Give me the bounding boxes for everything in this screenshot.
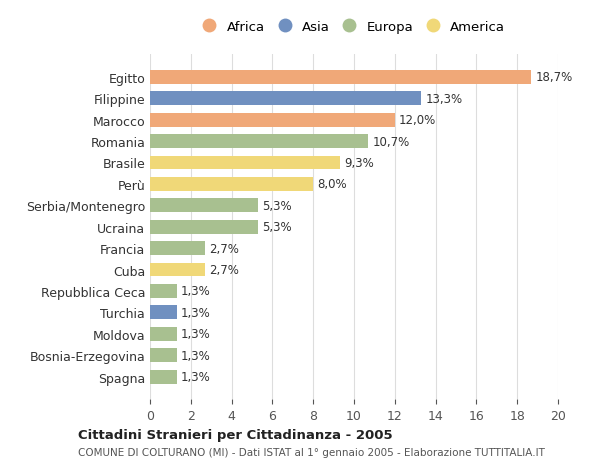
Text: COMUNE DI COLTURANO (MI) - Dati ISTAT al 1° gennaio 2005 - Elaborazione TUTTITAL: COMUNE DI COLTURANO (MI) - Dati ISTAT al… bbox=[78, 448, 545, 457]
Bar bbox=[150, 306, 176, 319]
Text: 2,7%: 2,7% bbox=[209, 242, 239, 255]
Text: 2,7%: 2,7% bbox=[209, 263, 239, 276]
Text: 10,7%: 10,7% bbox=[373, 135, 410, 148]
Text: 1,3%: 1,3% bbox=[181, 306, 211, 319]
Bar bbox=[150, 71, 532, 84]
Text: 8,0%: 8,0% bbox=[317, 178, 347, 191]
Text: 1,3%: 1,3% bbox=[181, 285, 211, 298]
Text: 18,7%: 18,7% bbox=[536, 71, 573, 84]
Text: Cittadini Stranieri per Cittadinanza - 2005: Cittadini Stranieri per Cittadinanza - 2… bbox=[78, 428, 392, 442]
Bar bbox=[150, 348, 176, 362]
Bar bbox=[150, 327, 176, 341]
Legend: Africa, Asia, Europa, America: Africa, Asia, Europa, America bbox=[199, 17, 509, 38]
Bar bbox=[150, 284, 176, 298]
Text: 1,3%: 1,3% bbox=[181, 370, 211, 383]
Bar bbox=[150, 92, 421, 106]
Bar bbox=[150, 199, 258, 213]
Text: 1,3%: 1,3% bbox=[181, 349, 211, 362]
Bar bbox=[150, 178, 313, 191]
Bar bbox=[150, 156, 340, 170]
Text: 13,3%: 13,3% bbox=[425, 93, 463, 106]
Bar bbox=[150, 135, 368, 149]
Bar bbox=[150, 241, 205, 256]
Text: 12,0%: 12,0% bbox=[399, 114, 436, 127]
Text: 5,3%: 5,3% bbox=[262, 221, 292, 234]
Bar bbox=[150, 220, 258, 234]
Bar bbox=[150, 263, 205, 277]
Bar bbox=[150, 113, 395, 127]
Text: 1,3%: 1,3% bbox=[181, 328, 211, 341]
Bar bbox=[150, 370, 176, 384]
Text: 9,3%: 9,3% bbox=[344, 157, 374, 170]
Text: 5,3%: 5,3% bbox=[262, 199, 292, 213]
